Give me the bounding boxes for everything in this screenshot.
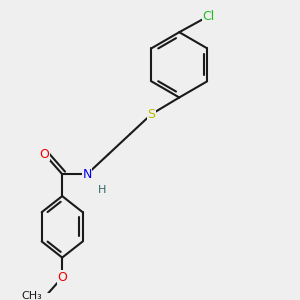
- Text: S: S: [148, 108, 155, 121]
- Text: O: O: [40, 148, 50, 161]
- Text: Cl: Cl: [202, 10, 215, 22]
- Text: O: O: [57, 271, 67, 284]
- Text: CH₃: CH₃: [21, 291, 42, 300]
- Text: N: N: [82, 168, 92, 181]
- Text: H: H: [98, 185, 106, 195]
